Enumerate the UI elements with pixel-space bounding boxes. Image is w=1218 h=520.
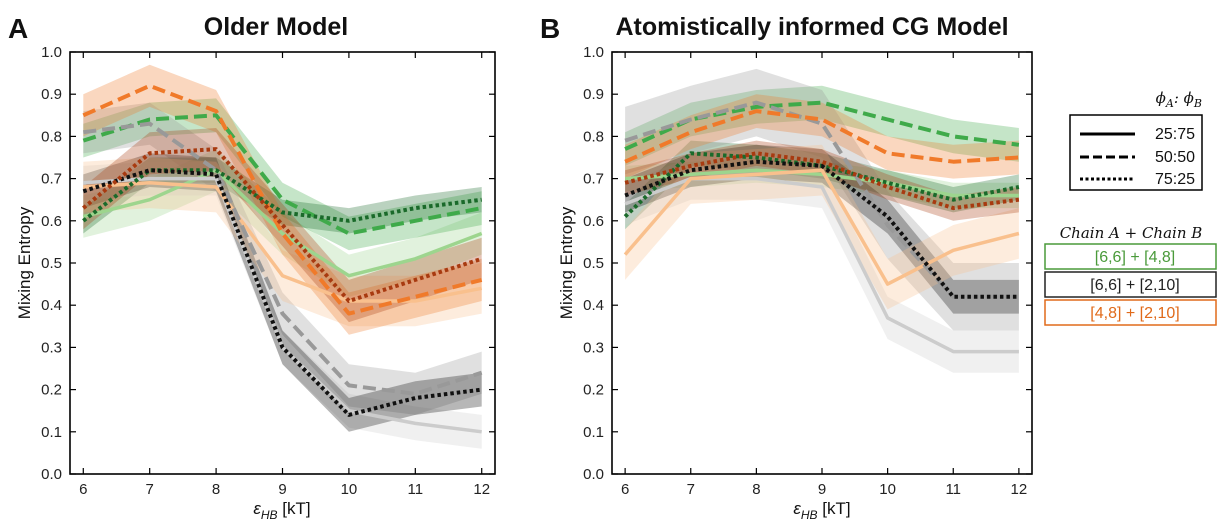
panel-a-plot-area: 0.0 0.1 0.2 0.3 0.4 0.5 0.6 0.7 0.8 0.9 1.0 6 7 8 9 10 1… [41, 44, 496, 498]
panel-a-series-band [83, 157, 482, 327]
panel-b-y-tick-label: 0.1 [583, 424, 604, 441]
panel-a-series-band [83, 64, 482, 335]
panel-b-y-tick-label: 0.2 [583, 382, 604, 399]
panel-b-series-line [624, 100, 1019, 299]
panel-b-series-line [623, 168, 1020, 286]
panel-a-series-line [82, 168, 482, 223]
panel-b-series-band [625, 140, 1019, 230]
panel-b-series-line [624, 168, 1019, 198]
panel-a-letter: A [8, 13, 28, 44]
panel-b-x-tick-label: 7 [687, 481, 695, 498]
ratio-legend-title: ϕA: ϕB [1156, 89, 1202, 110]
panel-a-series-line [82, 113, 483, 236]
chain-legend-label: [4,8] + [2,10] [1090, 305, 1179, 322]
chain-legend-label: [6,6] + [2,10] [1090, 277, 1179, 294]
panel-a-y-tick-label: 0.4 [41, 297, 62, 314]
panel-a-series-line [83, 181, 483, 303]
panel-a-x-tick-label: 10 [341, 481, 358, 498]
panel-b-y-tick-label: 0.9 [583, 86, 604, 103]
panel-b-y-tick-label: 1.0 [583, 44, 604, 61]
ratio-legend-label-25-75: 25:75 [1155, 126, 1195, 143]
panel-a-title: Older Model [204, 13, 348, 41]
panel-b-x-tick-label: 11 [945, 481, 961, 498]
panel-b-y-tick-label: 0.0 [583, 466, 604, 483]
panel-b: B Atomistically informed CG Model Mixing… [540, 13, 1033, 520]
panel-a-series-band [83, 161, 482, 449]
panel-b-y-tick-label: 0.8 [583, 128, 604, 145]
panel-b-letter: B [540, 13, 560, 44]
ratio-legend: ϕA: ϕB 25:75 50:50 75:25 [1069, 89, 1203, 191]
panel-a-x-tick-label: 12 [473, 481, 490, 498]
panel-b-series-line [624, 109, 1020, 164]
panel-b-x-tick-label: 10 [879, 481, 896, 498]
ratio-legend-label-50-50: 50:50 [1155, 149, 1195, 166]
panel-a-y-tick-label: 1.0 [41, 44, 62, 61]
panel-b-y-axis-label: Mixing Entropy [557, 206, 576, 319]
chain-legend-box [1044, 299, 1217, 326]
panel-a-series-line [82, 168, 483, 278]
chain-legend-title: Chain A + Chain B [1060, 224, 1203, 242]
chain-legend-item: [6,6] + [2,10] [1044, 271, 1217, 298]
ratio-legend-label-75-25: 75:25 [1155, 171, 1195, 188]
panel-a-x-tick-label: 7 [146, 481, 154, 498]
panel-b-x-tick-label: 12 [1011, 481, 1028, 498]
panel-a-y-tick-label: 0.2 [41, 382, 62, 399]
panel-b-series-band [625, 68, 1019, 331]
panel-b-series-band [625, 157, 1019, 373]
panel-a-y-tick-label: 0.9 [41, 86, 62, 103]
panel-a-series-band [83, 98, 482, 251]
panel-a-y-tick-label: 0.7 [41, 171, 62, 188]
panel-a-series-line [82, 168, 482, 417]
panel-a-x-axis-label: εHB [kT] [253, 499, 310, 520]
panel-b-series-line [624, 159, 1019, 299]
panel-b-x-tick-label: 9 [818, 481, 826, 498]
panel-a: A Older Model Mixing Entropy εHB [kT] 0.… [8, 13, 496, 520]
panel-a-series-band [83, 157, 482, 234]
panel-a-x-tick-label: 11 [408, 481, 424, 498]
panel-b-y-tick-label: 0.6 [583, 213, 604, 230]
panel-a-y-tick-label: 0.1 [41, 424, 62, 441]
panel-a-series-line [83, 121, 483, 396]
panel-b-x-axis-label: εHB [kT] [793, 499, 850, 520]
panel-b-x-tick-label: 6 [621, 481, 629, 498]
chain-legend-box [1044, 271, 1217, 298]
chain-legend-item: [4,8] + [2,10] [1044, 299, 1217, 326]
panel-b-y-tick-label: 0.5 [583, 255, 604, 272]
panel-a-y-tick-label: 0.6 [41, 213, 62, 230]
panel-b-series-band [625, 144, 1019, 314]
panel-b-title: Atomistically informed CG Model [615, 13, 1008, 41]
panel-a-x-tick-label: 9 [278, 481, 286, 498]
panel-a-y-tick-label: 0.8 [41, 128, 62, 145]
panel-b-y-tick-label: 0.3 [583, 339, 604, 356]
panel-b-y-tick-label: 0.7 [583, 171, 604, 188]
panel-b-y-tick-label: 0.4 [583, 297, 604, 314]
panel-a-y-axis-label: Mixing Entropy [15, 206, 34, 319]
panel-b-plot-area: 0.0 0.1 0.2 0.3 0.4 0.5 0.6 0.7 0.8 0.9 1.0 6 7 8 9 10 1… [583, 44, 1033, 498]
chain-legend: Chain A + Chain B [6,6] + [4,8] [6,6] + … [1044, 224, 1217, 326]
chain-legend-box [1044, 243, 1217, 270]
panel-a-x-tick-label: 8 [212, 481, 220, 498]
panel-b-series-line [624, 151, 1020, 211]
panel-a-y-tick-label: 0.3 [41, 339, 62, 356]
chain-legend-item: [6,6] + [4,8] [1044, 243, 1217, 270]
panel-a-x-tick-label: 6 [79, 481, 87, 498]
panel-a-y-tick-label: 0.0 [41, 466, 62, 483]
panel-b-series-band [625, 157, 1019, 209]
panel-b-x-tick-label: 8 [752, 481, 760, 498]
panel-a-series-line [82, 147, 483, 303]
panel-b-series-band [625, 85, 1019, 166]
chain-legend-label: [6,6] + [4,8] [1095, 249, 1176, 266]
panel-a-y-tick-label: 0.5 [41, 255, 62, 272]
